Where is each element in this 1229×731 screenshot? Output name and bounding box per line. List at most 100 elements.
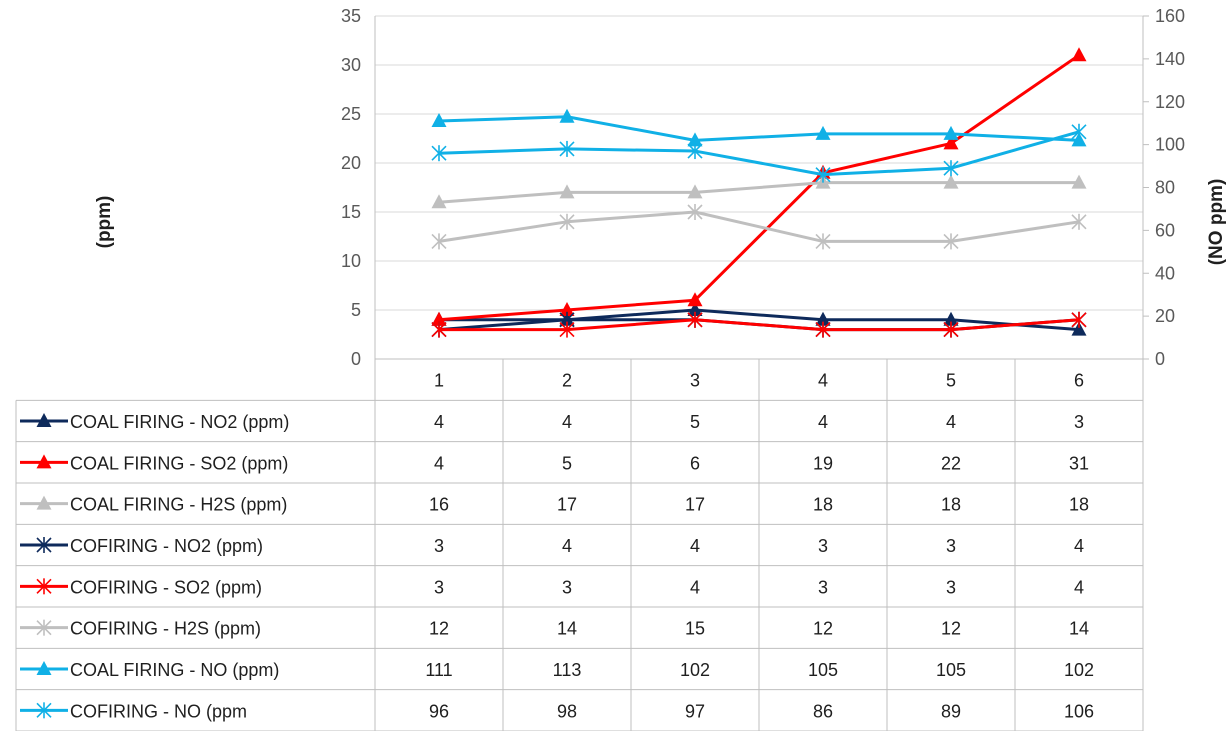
table-value: 3 [818,536,828,556]
y-tick-label: 20 [341,153,361,173]
y-tick-label: 0 [351,349,361,369]
legend-series-label: COFIRING - NO2 (ppm) [70,536,263,556]
table-value: 98 [557,701,577,721]
data-point-triangle [815,311,831,326]
data-point-star [815,166,831,183]
legend-key [20,702,68,719]
y-tick-label: 30 [341,55,361,75]
y2-tick-label: 20 [1155,306,1175,326]
y2-tick-label: 100 [1155,135,1185,155]
data-point-star [36,537,52,553]
y2-axis-title: (NO ppm) [1206,179,1227,266]
table-value: 105 [936,660,966,680]
table-value: 18 [1069,495,1089,515]
legend-key [20,619,68,636]
series-line [438,210,1080,243]
series-2 [431,174,1087,209]
data-point-triangle [1071,47,1087,62]
table-value: 12 [813,619,833,639]
legend-series-label: COFIRING - SO2 (ppm) [70,577,262,597]
table-value: 105 [808,660,838,680]
table-value: 106 [1064,701,1094,721]
y2-tick-label: 140 [1155,49,1185,69]
data-point-triangle [687,132,703,147]
data-point-star [431,145,447,162]
x-category-label: 5 [946,371,956,391]
series-line [439,318,1080,332]
data-point-star [687,204,703,220]
data-point-triangle [687,302,703,316]
table-value: 3 [818,577,828,597]
table-value: 14 [1069,619,1089,639]
data-point-star [431,233,447,250]
x-category-label: 2 [562,371,572,391]
series-4 [431,311,1087,338]
data-point-star [431,321,447,338]
table-value: 17 [557,495,577,515]
data-point-triangle [431,311,447,326]
series-line [438,130,1080,177]
legend-key [20,537,68,553]
table-value: 3 [434,577,444,597]
table-value: 89 [941,701,961,721]
series-5 [431,204,1087,250]
y-axis-title: (ppm) [94,196,115,249]
x-category-label: 3 [690,371,700,391]
data-point-star [36,619,52,636]
table-value: 86 [813,701,833,721]
data-point-triangle [431,194,447,209]
table-value: 18 [941,495,961,515]
legend-series-label: COAL FIRING - SO2 (ppm) [70,453,288,473]
data-point-triangle [1071,321,1087,336]
table-value: 19 [813,453,833,473]
legend-key [20,495,68,510]
legend-key [20,578,68,595]
y2-tick-label: 0 [1155,349,1165,369]
table-value: 4 [1074,577,1084,597]
y-tick-label: 25 [341,104,361,124]
legend-key [20,413,68,427]
data-point-triangle [687,292,703,307]
legend-series-label: COFIRING - NO (ppm [70,701,247,721]
y-tick-label: 15 [341,202,361,222]
y-tick-label: 10 [341,251,361,271]
table-value: 102 [1064,660,1094,680]
legend-series-label: COAL FIRING - NO2 (ppm) [70,412,289,432]
data-point-triangle [815,125,831,140]
table-value: 4 [1074,536,1084,556]
data-point-triangle [1071,174,1087,189]
table-value: 97 [685,701,705,721]
data-point-star [1071,311,1087,328]
legend-series-label: COAL FIRING - H2S (ppm) [70,495,287,515]
data-point-triangle [943,135,959,150]
y2-tick-label: 40 [1155,263,1175,283]
table-value: 6 [690,453,700,473]
x-category-label: 1 [434,371,444,391]
series-line [439,308,1080,332]
data-point-star [559,213,575,230]
data-point-triangle [559,108,575,123]
data-point-triangle [36,661,52,675]
table-value: 12 [941,619,961,639]
legend-series-label: COFIRING - H2S (ppm) [70,619,261,639]
y-tick-label: 5 [351,300,361,320]
data-point-star [943,321,959,338]
table-value: 4 [690,536,700,556]
table-value: 4 [434,412,444,432]
data-point-star [815,233,831,250]
table-value: 3 [946,536,956,556]
series-lines [431,47,1087,338]
table-value: 22 [941,453,961,473]
table-value: 15 [685,619,705,639]
data-point-triangle [36,495,52,510]
table-value: 3 [434,536,444,556]
series-line [438,115,1080,142]
data-point-triangle [687,184,703,199]
data-point-triangle [559,302,575,316]
table-value: 17 [685,495,705,515]
table-value: 4 [946,412,956,432]
legend-key [20,661,68,675]
table-value: 96 [429,701,449,721]
data-point-triangle [36,454,52,469]
